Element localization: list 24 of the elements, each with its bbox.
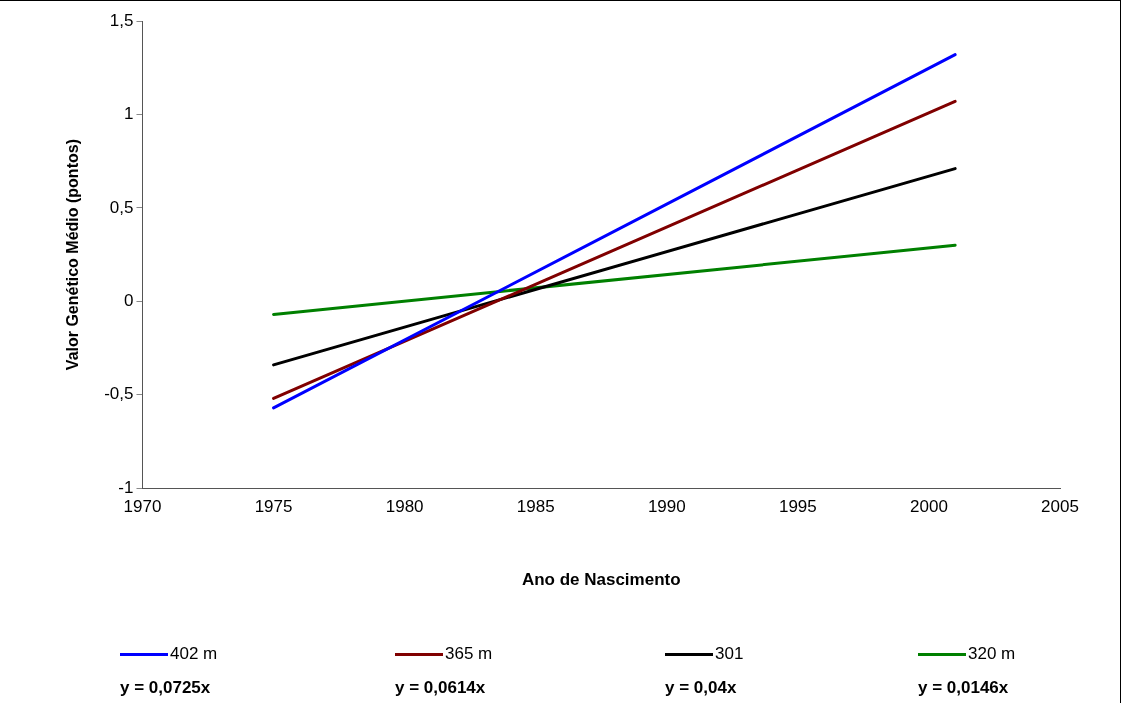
y-axis-title: Valor Genético Médio (pontos) xyxy=(64,139,82,371)
x-tick-label: 2000 xyxy=(910,497,948,517)
legend-label: 301 xyxy=(715,644,744,664)
y-tick-label: 0 xyxy=(124,291,134,311)
y-tick-label: 0,5 xyxy=(109,197,134,217)
legend-label: 320 m xyxy=(968,644,1016,664)
text: y = 0,0614x xyxy=(395,678,486,698)
x-axis-title: Ano de Nascimento xyxy=(521,570,681,590)
y-tick-label: -0,5 xyxy=(104,384,134,404)
x-tick-label: 2005 xyxy=(1041,497,1079,517)
text: y = 0,04x xyxy=(665,678,737,698)
x-tick-label: 1995 xyxy=(778,497,817,517)
legend-label: 365 m xyxy=(445,644,493,664)
text: y = 0,0146x xyxy=(918,678,1009,698)
x-tick-label: 1980 xyxy=(385,497,424,517)
x-tick-label: 1970 xyxy=(123,497,162,517)
x-tick-label: 1975 xyxy=(254,497,293,517)
y-tick-label: -1 xyxy=(118,477,134,497)
y-tick-label: 1 xyxy=(124,104,134,124)
text: y = 0,0725x xyxy=(120,678,211,698)
legend-label: 402 m xyxy=(170,644,218,664)
x-tick-label: 1990 xyxy=(647,497,686,517)
y-tick-label: 1,5 xyxy=(109,10,134,30)
x-tick-label: 1985 xyxy=(516,497,555,517)
